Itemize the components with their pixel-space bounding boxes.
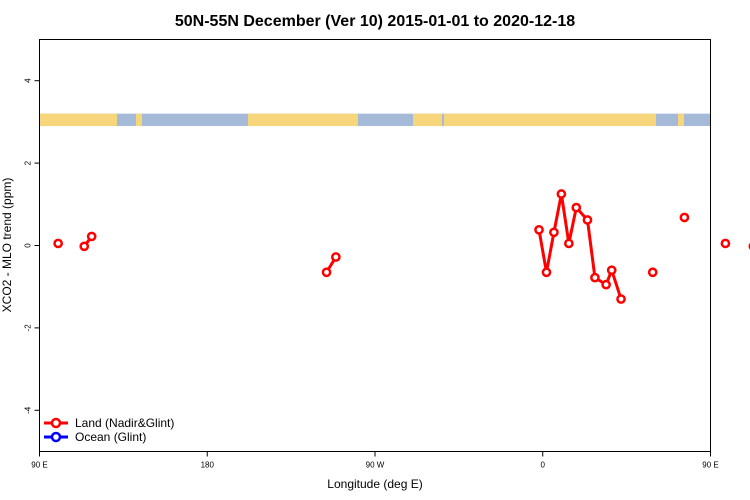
land-band-segment xyxy=(39,113,117,127)
data-point xyxy=(541,267,552,278)
legend-label-land: Land (Nadir&Glint) xyxy=(75,416,174,430)
data-point xyxy=(321,267,332,278)
data-point xyxy=(720,238,731,249)
data-point xyxy=(582,215,593,225)
data-point xyxy=(53,238,63,249)
land-band-segment xyxy=(248,113,358,127)
y-tick-label: 4 xyxy=(24,78,33,83)
x-tick-label: 0 xyxy=(541,461,546,470)
data-point xyxy=(571,202,582,213)
y-tick-label: 2 xyxy=(24,160,33,165)
series-layer xyxy=(53,189,750,304)
y-tick-label: 0 xyxy=(24,243,33,248)
y-axis: -4 -2 0 2 4 xyxy=(24,78,40,414)
series-land-nadir-glint- xyxy=(53,189,750,304)
legend-marker-land xyxy=(50,417,62,429)
data-point xyxy=(590,272,600,283)
data-point xyxy=(331,252,341,262)
x-axis: 90 E 180 90 W 0 90 E xyxy=(31,451,719,470)
x-tick-label: 90 E xyxy=(31,461,47,470)
data-point xyxy=(563,238,574,249)
data-point xyxy=(606,265,617,276)
data-point xyxy=(86,231,97,242)
legend-item-land: Land (Nadir&Glint) xyxy=(44,416,174,430)
x-axis-label: Longitude (deg E) xyxy=(327,477,422,491)
legend-item-ocean: Ocean (Glint) xyxy=(44,430,146,444)
data-point xyxy=(616,294,626,304)
land-ocean-band xyxy=(39,113,711,127)
land-band-segment xyxy=(413,113,442,127)
land-band-segment xyxy=(444,113,656,127)
data-point xyxy=(549,227,559,238)
y-axis-label: XCO2 - MLO trend (ppm) xyxy=(0,178,14,313)
legend-label-ocean: Ocean (Glint) xyxy=(75,430,146,444)
y-tick-label: -2 xyxy=(24,324,33,332)
legend: Land (Nadir&Glint) Ocean (Glint) xyxy=(44,416,174,444)
data-point xyxy=(556,189,567,199)
plot-frame xyxy=(39,39,711,452)
x-tick-label: 90 E xyxy=(702,461,718,470)
y-tick-label: -4 xyxy=(24,406,33,414)
x-tick-label: 180 xyxy=(201,461,215,470)
land-band-segment xyxy=(136,113,142,127)
data-point xyxy=(601,279,611,290)
data-point xyxy=(679,212,690,223)
land-band-segment xyxy=(678,113,684,127)
x-tick-label: 90 W xyxy=(366,461,385,470)
data-point xyxy=(534,224,544,235)
data-point xyxy=(79,241,90,252)
chart-title: 50N-55N December (Ver 10) 2015-01-01 to … xyxy=(175,13,575,30)
data-point xyxy=(647,267,658,278)
legend-marker-ocean xyxy=(50,431,62,443)
